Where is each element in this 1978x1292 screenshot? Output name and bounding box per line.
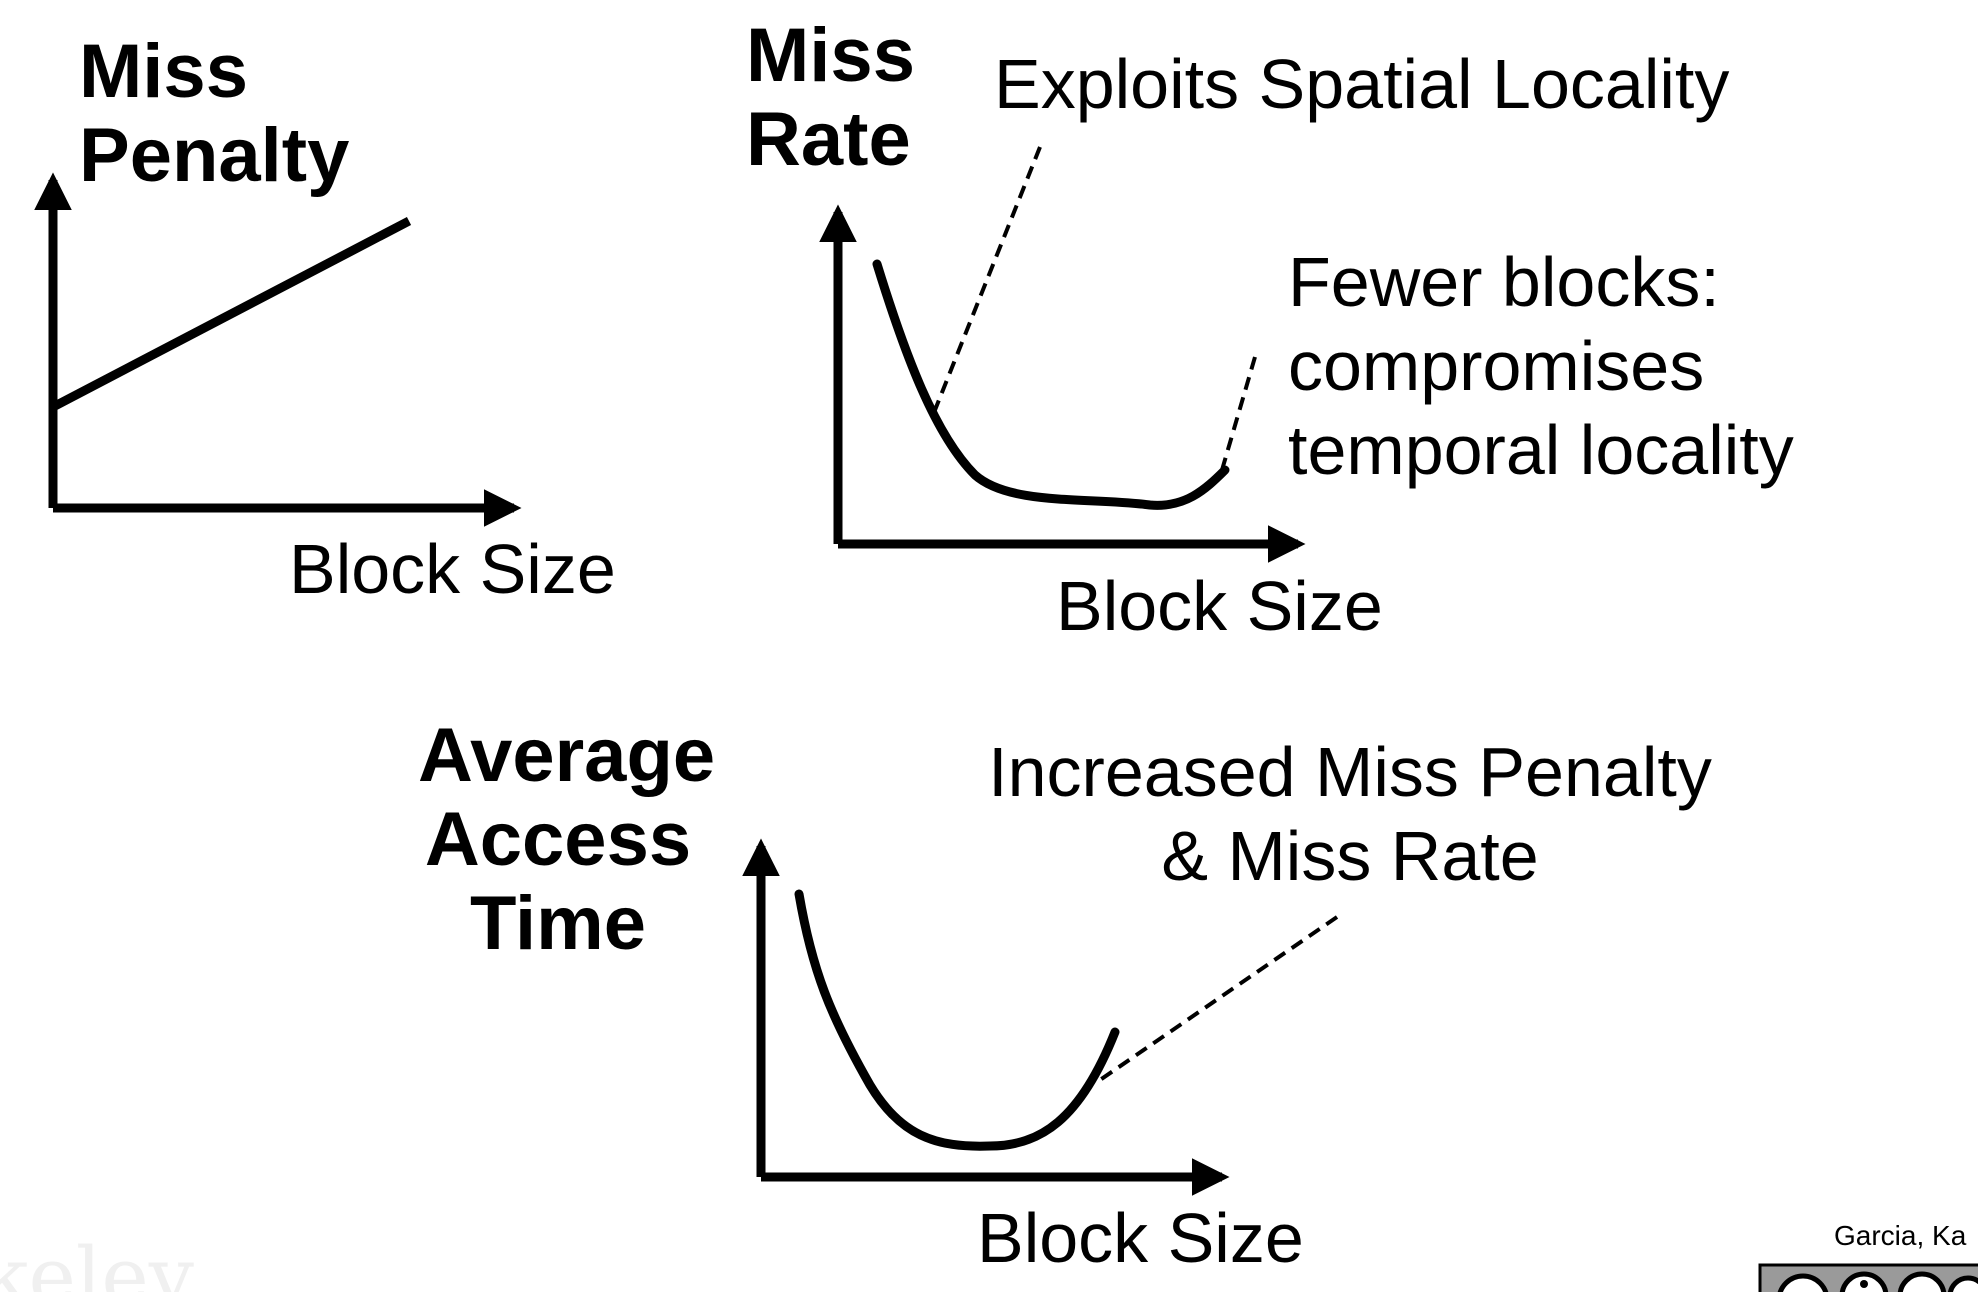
temporal-annotation-line3: temporal locality bbox=[1288, 408, 1794, 492]
cc-license-badge bbox=[1760, 1265, 1978, 1292]
miss-rate-curve bbox=[877, 264, 1225, 505]
spatial-locality-leader bbox=[935, 147, 1040, 410]
avg-access-time-ylabel-line3: Time bbox=[418, 882, 698, 966]
spatial-locality-annotation: Exploits Spatial Locality bbox=[994, 46, 1729, 123]
miss-penalty-xlabel: Block Size bbox=[289, 531, 616, 608]
berkeley-watermark: keley bbox=[0, 1230, 194, 1292]
increased-penalty-line1: Increased Miss Penalty bbox=[950, 730, 1750, 814]
temporal-annotation-line2: compromises bbox=[1288, 324, 1794, 408]
temporal-locality-leader bbox=[1222, 357, 1255, 470]
miss-penalty-ylabel: Miss Penalty bbox=[79, 30, 349, 198]
temporal-locality-annotation: Fewer blocks: compromises temporal local… bbox=[1288, 240, 1794, 492]
miss-rate-graph bbox=[838, 147, 1298, 544]
increased-penalty-line2: & Miss Rate bbox=[950, 814, 1750, 898]
avg-access-time-ylabel: Average Access Time bbox=[418, 714, 698, 966]
increased-penalty-leader bbox=[1100, 917, 1337, 1080]
avg-access-time-ylabel-line1: Average bbox=[418, 714, 698, 798]
miss-penalty-line bbox=[53, 221, 409, 407]
temporal-annotation-line1: Fewer blocks: bbox=[1288, 240, 1794, 324]
author-credit: Garcia, Ka bbox=[1834, 1220, 1966, 1252]
avg-access-time-ylabel-line2: Access bbox=[418, 798, 698, 882]
miss-rate-xlabel: Block Size bbox=[1056, 568, 1383, 645]
avg-access-time-xlabel: Block Size bbox=[977, 1200, 1304, 1277]
miss-penalty-ylabel-line1: Miss bbox=[79, 30, 349, 114]
miss-penalty-graph bbox=[53, 180, 514, 508]
miss-rate-ylabel: Miss Rate bbox=[746, 14, 915, 182]
miss-rate-ylabel-line1: Miss bbox=[746, 14, 915, 98]
miss-rate-ylabel-line2: Rate bbox=[746, 98, 915, 182]
miss-penalty-ylabel-line2: Penalty bbox=[79, 114, 349, 198]
avg-access-time-curve bbox=[799, 894, 1115, 1146]
increased-penalty-annotation: Increased Miss Penalty & Miss Rate bbox=[950, 730, 1750, 898]
